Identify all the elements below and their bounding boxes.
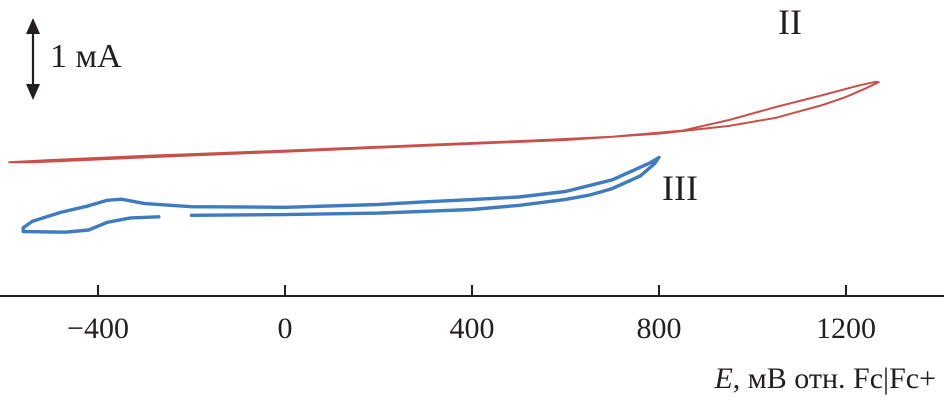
scale-bar-bottom-arrow-icon [26, 84, 40, 100]
x-axis-ticks: −400 0 400 800 1200 [67, 285, 876, 345]
series-line-iii [21, 155, 661, 234]
x-axis-title: E, мВ отн. Fc|Fc+ [713, 362, 936, 395]
scale-bar-label: 1 мА [50, 38, 122, 75]
x-axis-title-symbol: E [713, 362, 732, 395]
series-label-ii: II [778, 2, 802, 42]
series-label-iii: III [662, 168, 698, 208]
x-axis-title-units: , мВ отн. Fc|Fc+ [733, 362, 936, 395]
x-tick-label: 400 [450, 312, 495, 345]
x-tick-label: −400 [67, 312, 129, 345]
x-tick-label: 1200 [816, 312, 876, 345]
scale-bar-top-arrow-icon [26, 18, 40, 34]
x-tick-label: 800 [637, 312, 682, 345]
x-tick-label: 0 [278, 312, 293, 345]
scale-bar: 1 мА [26, 18, 122, 100]
series-line-ii [8, 80, 880, 164]
